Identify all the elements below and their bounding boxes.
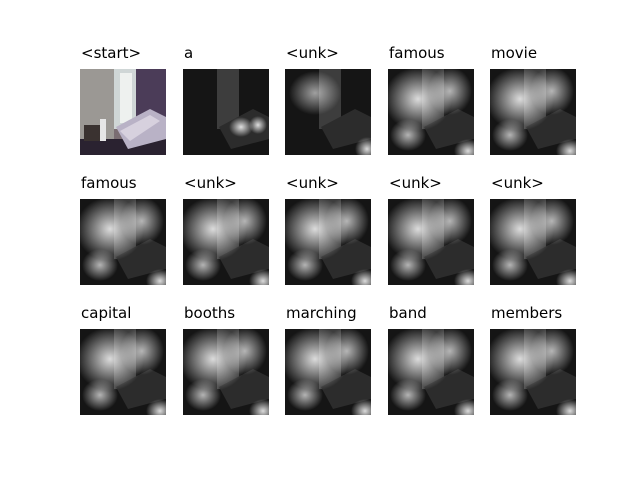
attention-map (388, 329, 474, 415)
caption-word: famous (389, 44, 445, 62)
attention-map (388, 69, 474, 155)
caption-word: booths (184, 304, 236, 322)
attention-map (285, 329, 371, 415)
attention-map (183, 329, 269, 415)
caption-word: <unk> (286, 174, 339, 192)
caption-word: members (491, 304, 563, 322)
attention-map (80, 199, 166, 285)
caption-word: band (389, 304, 427, 322)
source-image (80, 69, 166, 155)
attention-map (80, 329, 166, 415)
caption-word: movie (491, 44, 538, 62)
attention-map (490, 69, 576, 155)
attention-map (183, 199, 269, 285)
caption-word: marching (286, 304, 357, 322)
caption-word: famous (81, 174, 137, 192)
caption-word: capital (81, 304, 132, 322)
caption-word: <unk> (491, 174, 544, 192)
attention-map (490, 199, 576, 285)
caption-word: a (184, 44, 194, 62)
caption-word: <start> (81, 44, 142, 62)
caption-word: <unk> (184, 174, 237, 192)
caption-word: <unk> (286, 44, 339, 62)
attention-map (183, 69, 269, 155)
attention-map (388, 199, 474, 285)
attention-map (285, 69, 371, 155)
caption-word: <unk> (389, 174, 442, 192)
attention-map (285, 199, 371, 285)
attention-map (490, 329, 576, 415)
